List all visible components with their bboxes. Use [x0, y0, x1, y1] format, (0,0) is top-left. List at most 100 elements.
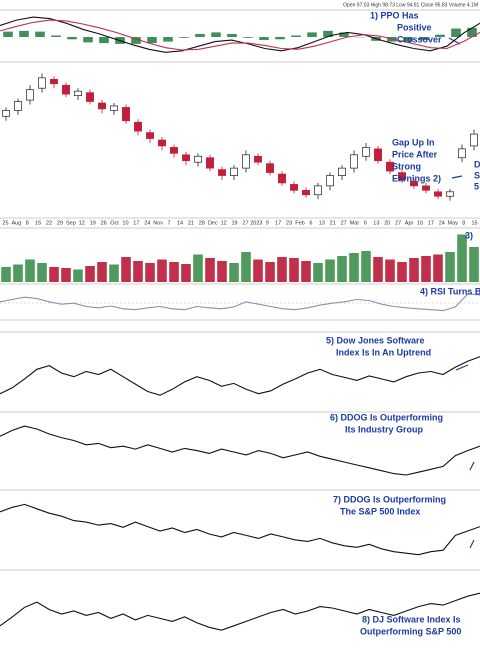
- candle-body: [386, 161, 394, 172]
- x-tick-label: 25: [2, 220, 8, 226]
- annotation: 8) DJ Software Index Is: [362, 614, 461, 624]
- volume-bar: [325, 259, 335, 282]
- x-tick-label: 19: [231, 220, 237, 226]
- volume-bar: [337, 256, 347, 282]
- x-tick-label: 28: [199, 220, 205, 226]
- volume-bar: [193, 254, 203, 282]
- volume-bar: [289, 258, 299, 282]
- volume-bar: [61, 268, 71, 282]
- volume-bar: [397, 262, 407, 282]
- volume-bar: [85, 266, 95, 282]
- histogram-bar: [243, 37, 253, 38]
- volume-bar: [13, 264, 23, 282]
- x-tick-label: 24: [144, 220, 150, 226]
- volume-bar: [145, 263, 155, 282]
- candle-body: [458, 148, 466, 159]
- x-tick-label: 2023: [250, 220, 262, 226]
- volume-bar: [229, 263, 239, 282]
- annotation: 6) DDOG Is Outperforming: [330, 412, 443, 422]
- annotation: Index Is In An Uptrend: [336, 347, 431, 357]
- candle-body: [86, 92, 94, 102]
- annotation: S: [474, 170, 480, 180]
- x-tick-label: 8: [462, 220, 465, 226]
- candle-body: [2, 110, 10, 117]
- volume-bar: [181, 264, 191, 282]
- volume-bar: [133, 261, 143, 282]
- annotation: Strong: [392, 161, 421, 171]
- candle-body: [242, 154, 250, 169]
- candle-body: [158, 139, 166, 147]
- annotation: The S&P 500 Index: [340, 506, 420, 516]
- candle-body: [206, 157, 214, 169]
- histogram-bar: [99, 37, 109, 44]
- volume-bar: [361, 251, 371, 282]
- histogram-bar: [323, 30, 333, 37]
- histogram-bar: [51, 35, 61, 37]
- volume-bar: [373, 257, 383, 282]
- annotation: Outperforming S&P 500: [360, 626, 461, 636]
- x-tick-label: 24: [439, 220, 445, 226]
- series-line: [0, 19, 480, 51]
- x-tick-label: 10: [417, 220, 423, 226]
- series-line: [0, 592, 480, 631]
- series-line: [0, 425, 480, 476]
- candle-body: [398, 172, 406, 181]
- histogram-bar: [19, 30, 29, 37]
- x-tick-label: 17: [275, 220, 281, 226]
- histogram-bar: [435, 34, 445, 37]
- candle-body: [182, 154, 190, 162]
- x-tick-label: 10: [122, 220, 128, 226]
- x-tick-label: 21: [188, 220, 194, 226]
- x-tick-label: 27: [341, 220, 347, 226]
- annotation: Positive: [397, 22, 432, 32]
- x-tick-label: 13: [373, 220, 379, 226]
- volume-bar: [421, 256, 431, 282]
- series-line: [0, 16, 480, 53]
- candle-body: [110, 105, 118, 111]
- x-tick-label: 17: [428, 220, 434, 226]
- histogram-bar: [451, 28, 461, 37]
- x-tick-label: 15: [471, 220, 477, 226]
- histogram-bar: [195, 33, 205, 37]
- x-tick-label: 27: [395, 220, 401, 226]
- x-tick-label: 19: [90, 220, 96, 226]
- panel-borders: [0, 9, 480, 571]
- annotation: 5: [474, 181, 479, 191]
- volume-bar: [241, 252, 251, 282]
- volume-bar: [301, 261, 311, 282]
- x-tick-label: 17: [133, 220, 139, 226]
- annotation: Earnings 2): [392, 173, 441, 183]
- x-tick-label: 7: [168, 220, 171, 226]
- x-tick-label: 21: [330, 220, 336, 226]
- x-tick-label: Sep: [66, 220, 76, 226]
- histogram-bar: [403, 37, 413, 42]
- histogram-bar: [291, 35, 301, 37]
- volume-bar: [73, 269, 83, 282]
- candle-body: [326, 175, 334, 187]
- annotation: 1) PPO Has: [370, 10, 419, 20]
- annotation: Its Industry Group: [345, 424, 424, 434]
- volume-bar: [37, 263, 47, 282]
- candle-body: [38, 77, 46, 89]
- volume-bar: [457, 234, 467, 282]
- candle-body: [194, 155, 202, 163]
- volume-bar: [265, 262, 275, 282]
- histogram-bar: [227, 33, 237, 37]
- x-tick-label: 12: [79, 220, 85, 226]
- annotation: Crossover: [397, 34, 442, 44]
- volume-bar: [1, 267, 11, 282]
- candle-body: [254, 155, 262, 163]
- histogram-bar: [339, 32, 349, 37]
- candle-body: [98, 102, 106, 110]
- volume-bar: [97, 262, 107, 282]
- x-tick-label: Apr: [405, 220, 414, 226]
- volume-bar: [169, 262, 179, 282]
- series-line: [0, 503, 480, 556]
- volume-bar: [49, 267, 59, 282]
- histogram-bar: [35, 31, 45, 37]
- x-tick-label: 23: [286, 220, 292, 226]
- x-tick-label: 15: [35, 220, 41, 226]
- x-tick-label: 6: [364, 220, 367, 226]
- candle-body: [374, 148, 382, 162]
- histogram-bar: [307, 32, 317, 37]
